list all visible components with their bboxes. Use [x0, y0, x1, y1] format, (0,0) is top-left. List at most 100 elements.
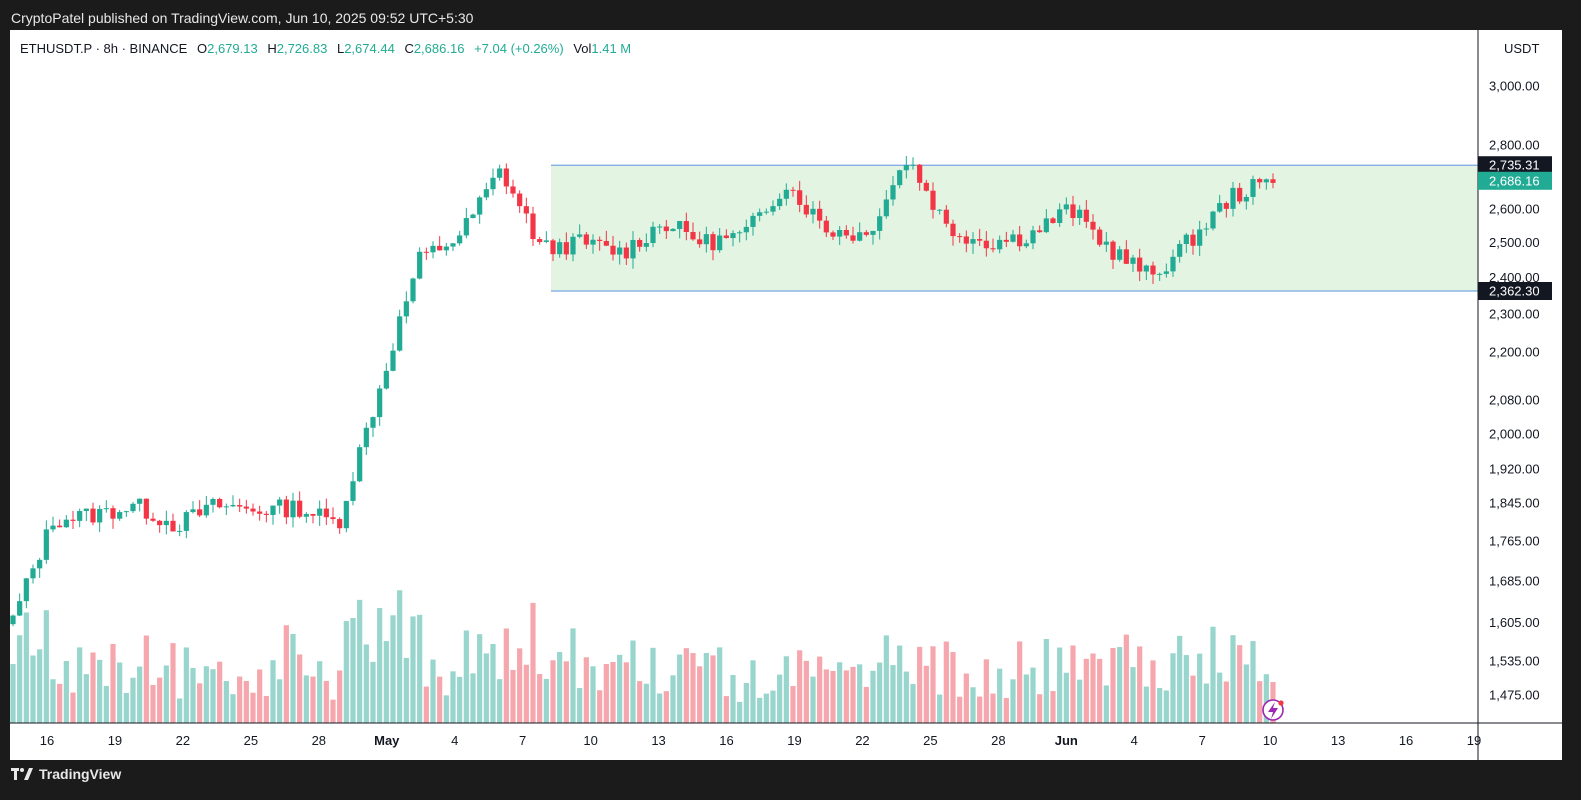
candle[interactable]: [390, 350, 396, 371]
candle[interactable]: [143, 498, 149, 519]
candle[interactable]: [137, 498, 143, 504]
candle[interactable]: [130, 503, 136, 512]
candle[interactable]: [483, 189, 489, 198]
candle[interactable]: [457, 235, 463, 244]
candle[interactable]: [1063, 204, 1069, 210]
candle[interactable]: [923, 182, 929, 191]
candle[interactable]: [630, 239, 636, 259]
candle[interactable]: [730, 233, 736, 239]
candle[interactable]: [970, 239, 976, 244]
candle[interactable]: [117, 512, 123, 519]
candle[interactable]: [77, 511, 83, 521]
candle[interactable]: [330, 517, 336, 520]
candle[interactable]: [623, 247, 629, 259]
candle[interactable]: [103, 508, 109, 510]
candle[interactable]: [957, 236, 963, 238]
candle[interactable]: [997, 239, 1003, 250]
candle[interactable]: [217, 498, 223, 508]
candle[interactable]: [683, 221, 689, 232]
candle[interactable]: [123, 511, 129, 513]
candle[interactable]: [903, 164, 909, 171]
candle[interactable]: [710, 234, 716, 251]
candle[interactable]: [850, 235, 856, 241]
candle[interactable]: [543, 240, 549, 242]
candle[interactable]: [657, 226, 663, 228]
candle[interactable]: [863, 232, 869, 235]
candle[interactable]: [50, 525, 56, 530]
candle[interactable]: [43, 529, 49, 560]
candle[interactable]: [843, 230, 849, 236]
candle[interactable]: [1257, 179, 1263, 183]
candle[interactable]: [1217, 203, 1223, 212]
candle[interactable]: [1123, 249, 1129, 264]
candle[interactable]: [857, 232, 863, 241]
candle[interactable]: [37, 559, 43, 569]
candle[interactable]: [430, 245, 436, 253]
candle[interactable]: [757, 212, 763, 216]
candle[interactable]: [677, 221, 683, 229]
candle[interactable]: [277, 499, 283, 506]
candle[interactable]: [283, 499, 289, 518]
candle[interactable]: [1043, 218, 1049, 233]
candle[interactable]: [817, 208, 823, 221]
candle[interactable]: [210, 498, 216, 505]
candle[interactable]: [343, 500, 349, 529]
chart-panel[interactable]: 3,000.00 2,800.00 2,600.00 2,500.00 2,400.00…: [10, 30, 1562, 760]
candle[interactable]: [1023, 243, 1029, 247]
candle[interactable]: [750, 215, 756, 227]
candle[interactable]: [837, 230, 843, 237]
candle[interactable]: [803, 204, 809, 215]
candle[interactable]: [1083, 209, 1089, 222]
candle[interactable]: [763, 211, 769, 213]
candle[interactable]: [590, 239, 596, 245]
candle[interactable]: [243, 506, 249, 509]
candle[interactable]: [450, 243, 456, 247]
candle[interactable]: [1237, 187, 1243, 202]
candle[interactable]: [697, 239, 703, 245]
candle[interactable]: [650, 226, 656, 244]
candle[interactable]: [377, 388, 383, 418]
candle[interactable]: [1137, 257, 1143, 272]
chart-canvas[interactable]: 3,000.00 2,800.00 2,600.00 2,500.00 2,400.00…: [10, 30, 1562, 760]
candle[interactable]: [303, 513, 309, 517]
lightning-icon[interactable]: [1262, 699, 1284, 721]
candle[interactable]: [1163, 271, 1169, 274]
candle[interactable]: [63, 519, 69, 528]
candle[interactable]: [270, 505, 276, 515]
candle[interactable]: [70, 519, 76, 521]
candle[interactable]: [1157, 273, 1163, 275]
candle[interactable]: [97, 508, 103, 523]
candle[interactable]: [790, 189, 796, 191]
candle[interactable]: [357, 447, 363, 482]
candle[interactable]: [950, 223, 956, 237]
candle[interactable]: [1017, 234, 1023, 247]
candle[interactable]: [437, 245, 443, 251]
candle[interactable]: [1197, 229, 1203, 246]
candle[interactable]: [943, 209, 949, 224]
candle[interactable]: [1250, 179, 1256, 197]
candle[interactable]: [797, 190, 803, 205]
candle[interactable]: [977, 239, 983, 241]
candle[interactable]: [737, 232, 743, 234]
candle[interactable]: [583, 234, 589, 245]
candle[interactable]: [150, 518, 156, 521]
candle[interactable]: [1143, 265, 1149, 272]
candle[interactable]: [470, 214, 476, 219]
candle[interactable]: [90, 508, 96, 523]
candle[interactable]: [410, 278, 416, 302]
candle[interactable]: [503, 168, 509, 187]
candle[interactable]: [1203, 228, 1209, 230]
candle[interactable]: [723, 235, 729, 239]
candle[interactable]: [597, 239, 603, 241]
candle[interactable]: [1177, 244, 1183, 257]
candle[interactable]: [557, 242, 563, 255]
candle[interactable]: [777, 198, 783, 207]
candle[interactable]: [670, 228, 676, 232]
candle[interactable]: [1050, 218, 1056, 223]
candle[interactable]: [930, 190, 936, 210]
candle[interactable]: [297, 500, 303, 517]
candle[interactable]: [177, 530, 183, 532]
candle[interactable]: [823, 220, 829, 233]
candle[interactable]: [363, 427, 369, 448]
candle[interactable]: [1077, 209, 1083, 219]
